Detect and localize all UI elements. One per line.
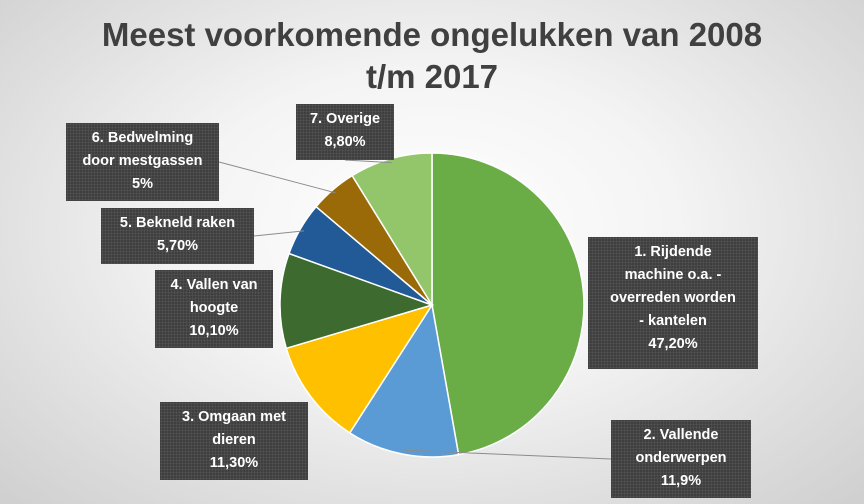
leader-line-bekneld-raken [253,230,304,237]
data-label-text: 5. Bekneld raken [119,215,236,231]
data-label-text: machine o.a. - [624,267,722,283]
data-label-value: 5% [132,176,153,192]
chart-title-line-1: Meest voorkomende ongelukken van 2008 [101,16,763,53]
data-label-text: 3. Omgaan met [182,409,286,425]
data-label-text: 2. Vallende [643,427,719,443]
data-label-text: onderwerpen [635,450,727,466]
data-label-rijdende-machine: 1. Rijdende machine o.a. - overreden wor… [588,237,758,369]
data-label-bekneld-raken: 5. Bekneld raken 5,70% [101,208,254,264]
data-label-omgaan-met-dieren: 3. Omgaan met dieren 11,30% [160,402,308,480]
data-label-value: 5,70% [156,238,199,254]
data-label-text: 1. Rijdende [634,244,712,260]
pie-slice-rijdende-machine [431,152,585,456]
data-label-value: 11,9% [660,473,702,489]
data-label-text: hoogte [189,300,239,316]
data-label-overige: 7. Overige 8,80% [296,104,394,160]
pie-slice-vallen-van-hoogte [279,252,435,350]
data-label-vallen-van-hoogte: 4. Vallen van hoogte 10,10% [155,270,273,348]
pie-slice-omgaan-met-dieren [285,303,434,434]
data-label-text: door mestgassen [82,153,203,169]
data-label-value: 8,80% [324,134,366,150]
leader-line-vallende-onderwerpen [402,449,612,460]
data-label-text: 6. Bedwelming [91,130,194,146]
data-label-text: overreden worden [610,290,736,306]
data-label-value: 11,30% [209,455,259,471]
data-label-vallende-onderwerpen: 2. Vallende onderwerpen 11,9% [611,420,751,498]
data-label-bedwelming-mestgassen: 6. Bedwelming door mestgassen 5% [66,123,219,201]
data-label-text: dieren [212,432,256,448]
data-label-text: 4. Vallen van [170,277,258,293]
leader-line-overige [344,159,392,164]
data-label-value: 10,10% [189,323,239,339]
data-label-text: - kantelen [639,313,707,329]
data-label-text: 7. Overige [309,111,381,127]
chart-title-line-2: t/m 2017 [365,58,499,95]
data-label-value: 47,20% [648,336,698,352]
pie-slice-vallende-onderwerpen [348,302,460,458]
leader-line-bedwelming [218,161,336,194]
chart-title: Meest voorkomende ongelukken van 2008 t/… [0,14,864,98]
